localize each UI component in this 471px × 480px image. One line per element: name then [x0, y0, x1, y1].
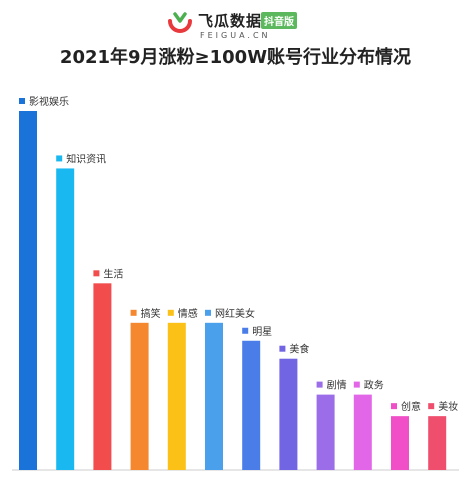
- bar-label-marker: [93, 270, 100, 277]
- bar-5: [167, 322, 186, 470]
- bar-category-label: 政务: [364, 379, 384, 392]
- bar-category-label: 创意: [401, 400, 421, 413]
- bar-label-marker: [353, 381, 360, 388]
- bar-category-label: 美妆: [438, 400, 458, 413]
- bar-label-marker: [279, 345, 286, 352]
- bar-6: [205, 322, 223, 470]
- bar-label-marker: [316, 381, 323, 388]
- brand-domain: FEIGUA.CN: [200, 31, 271, 40]
- brand-logo: 飞瓜数据 抖音版 FEIGUA.CN: [0, 4, 471, 48]
- chart-title: 2021年9月涨粉≥100W账号行业分布情况: [59, 47, 412, 68]
- bar-category-label: 明星: [252, 326, 272, 338]
- bar-category-label: 生活: [103, 267, 123, 280]
- bar-10: [353, 394, 372, 470]
- bar-category-label: 搞笑: [141, 307, 161, 320]
- bar-category-label: 影视娱乐: [29, 95, 69, 108]
- bar-label-marker: [167, 309, 174, 316]
- bar-category-label: 美食: [289, 343, 309, 356]
- bar-category-label: 剧情: [327, 379, 347, 392]
- bar-category-label: 网红美女: [215, 307, 255, 320]
- bar-1: [19, 111, 37, 470]
- bar-category-label: 知识资讯: [66, 152, 106, 165]
- bar-label-marker: [130, 309, 137, 316]
- brand-name: 飞瓜数据: [198, 12, 263, 30]
- bar-4: [130, 322, 149, 470]
- bar-label-marker: [242, 327, 249, 334]
- bar-label-marker: [56, 155, 63, 162]
- bar-3: [93, 283, 112, 470]
- bar-7: [242, 340, 261, 470]
- bar-9: [316, 394, 335, 470]
- bar-label-marker: [205, 309, 211, 316]
- bar-8: [279, 358, 298, 470]
- bar-2: [56, 168, 75, 470]
- brand-badge: 抖音版: [261, 12, 297, 29]
- bar-label-marker: [19, 98, 25, 104]
- feigua-logo-icon: [168, 12, 192, 33]
- bar-12: [428, 416, 447, 470]
- bar-category-label: 情感: [178, 307, 198, 320]
- bar-label-marker: [428, 403, 435, 410]
- bar-11: [391, 416, 409, 470]
- bar-label-marker: [391, 403, 397, 410]
